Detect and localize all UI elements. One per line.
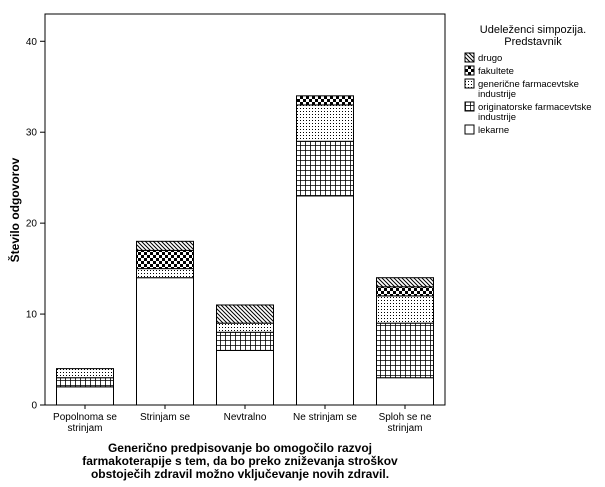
legend-swatch: [464, 124, 475, 135]
bar-segment-dots: [216, 322, 274, 333]
bar-segment-grid: [216, 331, 274, 351]
bar-segment-checker: [376, 286, 434, 297]
x-axis-label-line: obstoječih zdravil možno vključevanje no…: [91, 467, 389, 481]
legend-title: Udeleženci simpozija.: [480, 24, 586, 36]
legend-item: lekarne: [464, 124, 509, 136]
x-axis-label-line: farmakoterapije s tem, da bo preko zniže…: [82, 454, 398, 468]
legend-swatch: [464, 78, 475, 89]
bars: [56, 95, 434, 406]
bar-segment-dots: [56, 368, 114, 379]
y-axis: 0 10 20 30 40: [26, 37, 45, 412]
bar-segment-blank: [136, 277, 194, 406]
legend-title: Predstavnik: [504, 36, 562, 48]
y-axis-label: Število odgovorov: [7, 157, 22, 262]
x-tick-label: strinjam: [67, 423, 102, 434]
bar-segment-diagonal: [216, 304, 274, 324]
legend-label: fakultete: [478, 66, 514, 77]
x-tick-label: Strinjam se: [140, 412, 190, 423]
legend-label: originatorske farmacevtske: [478, 102, 592, 113]
bar-segment-blank: [296, 195, 354, 406]
bar-segment-dots: [136, 268, 194, 279]
bar-segment-grid: [56, 377, 114, 388]
bar-segment-grid: [296, 140, 354, 197]
bar-segment-blank: [56, 386, 114, 406]
x-axis-label-line: Generično predpisovanje bo omogočilo raz…: [108, 441, 372, 455]
x-axis-label: Generično predpisovanje bo omogočilo raz…: [82, 441, 398, 481]
legend-label: generične farmacevtske: [478, 79, 579, 90]
x-tick-label: Popolnoma se: [53, 412, 117, 423]
legend-swatch: [464, 65, 475, 76]
legend-label: lekarne: [478, 125, 509, 136]
bar-segment-diagonal: [376, 277, 434, 288]
legend-swatch: [464, 101, 475, 112]
bar-segment-checker: [296, 95, 354, 106]
bar-segment-blank: [216, 349, 274, 406]
legend-item: fakultete: [464, 65, 514, 77]
y-tick-label: 40: [26, 37, 38, 48]
y-tick-label: 0: [31, 401, 37, 412]
y-tick-label: 30: [26, 128, 38, 139]
bar-segment-dots: [376, 295, 434, 324]
legend-label: industrije: [478, 112, 516, 123]
x-tick-label: Ne strinjam se: [293, 412, 357, 423]
y-tick-label: 10: [26, 310, 38, 321]
x-tick-label: Nevtralno: [224, 412, 267, 423]
bar-segment-blank: [376, 377, 434, 406]
legend-label: drugo: [478, 53, 502, 64]
y-tick-label: 20: [26, 219, 38, 230]
x-tick-label: Sploh se ne: [379, 412, 432, 423]
legend-item: drugo: [464, 52, 502, 64]
x-tick-label: strinjam: [387, 423, 422, 434]
bar-segment-grid: [376, 322, 434, 379]
bar-segment-diagonal: [136, 240, 194, 251]
legend-label: industrije: [478, 89, 516, 100]
bar-segment-checker: [136, 249, 194, 270]
bar-segment-dots: [296, 104, 354, 142]
legend-swatch: [464, 52, 475, 63]
